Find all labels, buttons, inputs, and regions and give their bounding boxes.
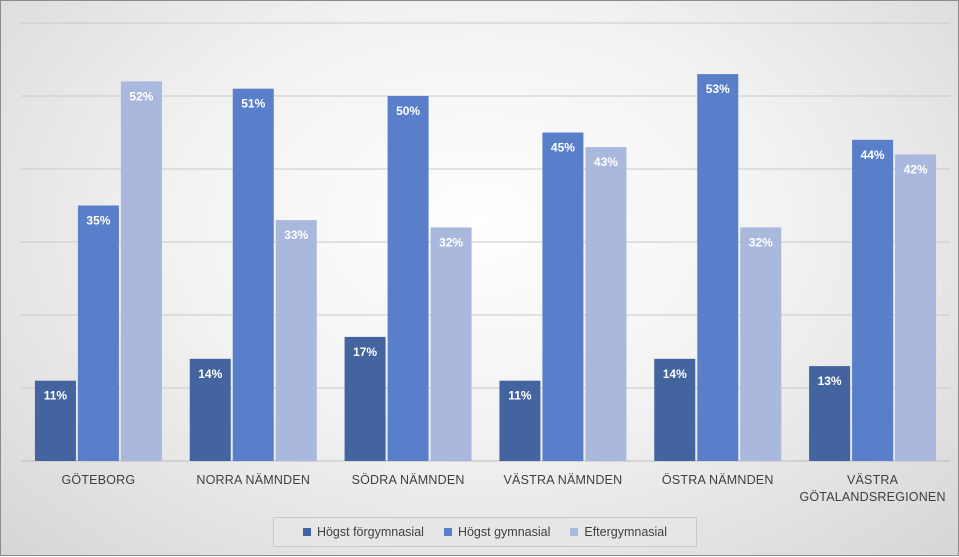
bar (895, 154, 937, 461)
category-labels: GÖTEBORG NORRA NÄMNDEN SÖDRA NÄMNDEN VÄSTRA… (61, 473, 945, 504)
legend: Högst förgymnasial Högst gymnasial Eftergy… (273, 517, 697, 547)
bar (344, 336, 386, 461)
legend-swatch (570, 528, 579, 536)
bar (232, 88, 274, 461)
category-label: SÖDRA NÄMNDEN (352, 473, 465, 487)
legend-item: Högst gymnasial (443, 525, 551, 539)
bar-value-label: 14% (198, 367, 222, 381)
bar (275, 220, 317, 461)
data-labels: 11% 35% 52% 14% 51% 33% 17% 50% 32% 11% 45% 43% 14% 5… (44, 82, 928, 403)
bar-value-label: 43% (594, 155, 618, 169)
bar-value-label: 11% (508, 389, 532, 403)
bar (499, 380, 541, 461)
bar-value-label: 32% (749, 235, 773, 249)
bar-value-label: 52% (129, 89, 153, 103)
bar-value-label: 13% (818, 374, 842, 388)
bar (852, 139, 894, 462)
legend-item: Eftergymnasial (570, 525, 667, 539)
category-label: VÄSTRA GÖTALANDSREGIONEN (799, 473, 945, 504)
legend-label: Högst förgymnasial (316, 525, 424, 539)
bar-value-label: 14% (663, 367, 687, 381)
bar-value-label: 53% (706, 82, 730, 96)
bar-value-label: 35% (86, 214, 110, 228)
bar-value-label: 33% (284, 228, 308, 242)
bar (120, 81, 162, 462)
bar (189, 358, 231, 461)
bar-value-label: 32% (439, 235, 463, 249)
bar (34, 380, 76, 461)
legend-label: Eftergymnasial (584, 525, 668, 539)
bar-value-label: 51% (241, 97, 265, 111)
bar-value-label: 50% (396, 104, 420, 118)
legend-item: Högst förgymnasial (302, 525, 424, 539)
category-label: NORRA NÄMNDEN (196, 473, 310, 487)
category-label: VÄSTRA NÄMNDEN (504, 473, 623, 487)
bars (34, 74, 937, 462)
bar-value-label: 44% (861, 148, 885, 162)
bar (697, 74, 739, 461)
bar-value-label: 11% (44, 389, 68, 403)
category-label: ÖSTRA NÄMNDEN (662, 473, 774, 487)
category-label: GÖTEBORG (61, 473, 135, 487)
bar (77, 205, 119, 461)
bar (542, 132, 584, 461)
legend-swatch (302, 528, 311, 536)
bar (585, 147, 627, 461)
gridlines (21, 22, 950, 462)
bar (654, 358, 696, 461)
legend-swatch (443, 528, 452, 536)
bar-value-label: 17% (353, 345, 377, 359)
bar (430, 227, 472, 461)
bar (387, 96, 429, 461)
bar (740, 227, 782, 461)
legend-label: Högst gymnasial (457, 525, 551, 539)
bar-value-label: 42% (904, 162, 928, 176)
bar-value-label: 45% (551, 141, 575, 155)
bar (809, 366, 851, 461)
